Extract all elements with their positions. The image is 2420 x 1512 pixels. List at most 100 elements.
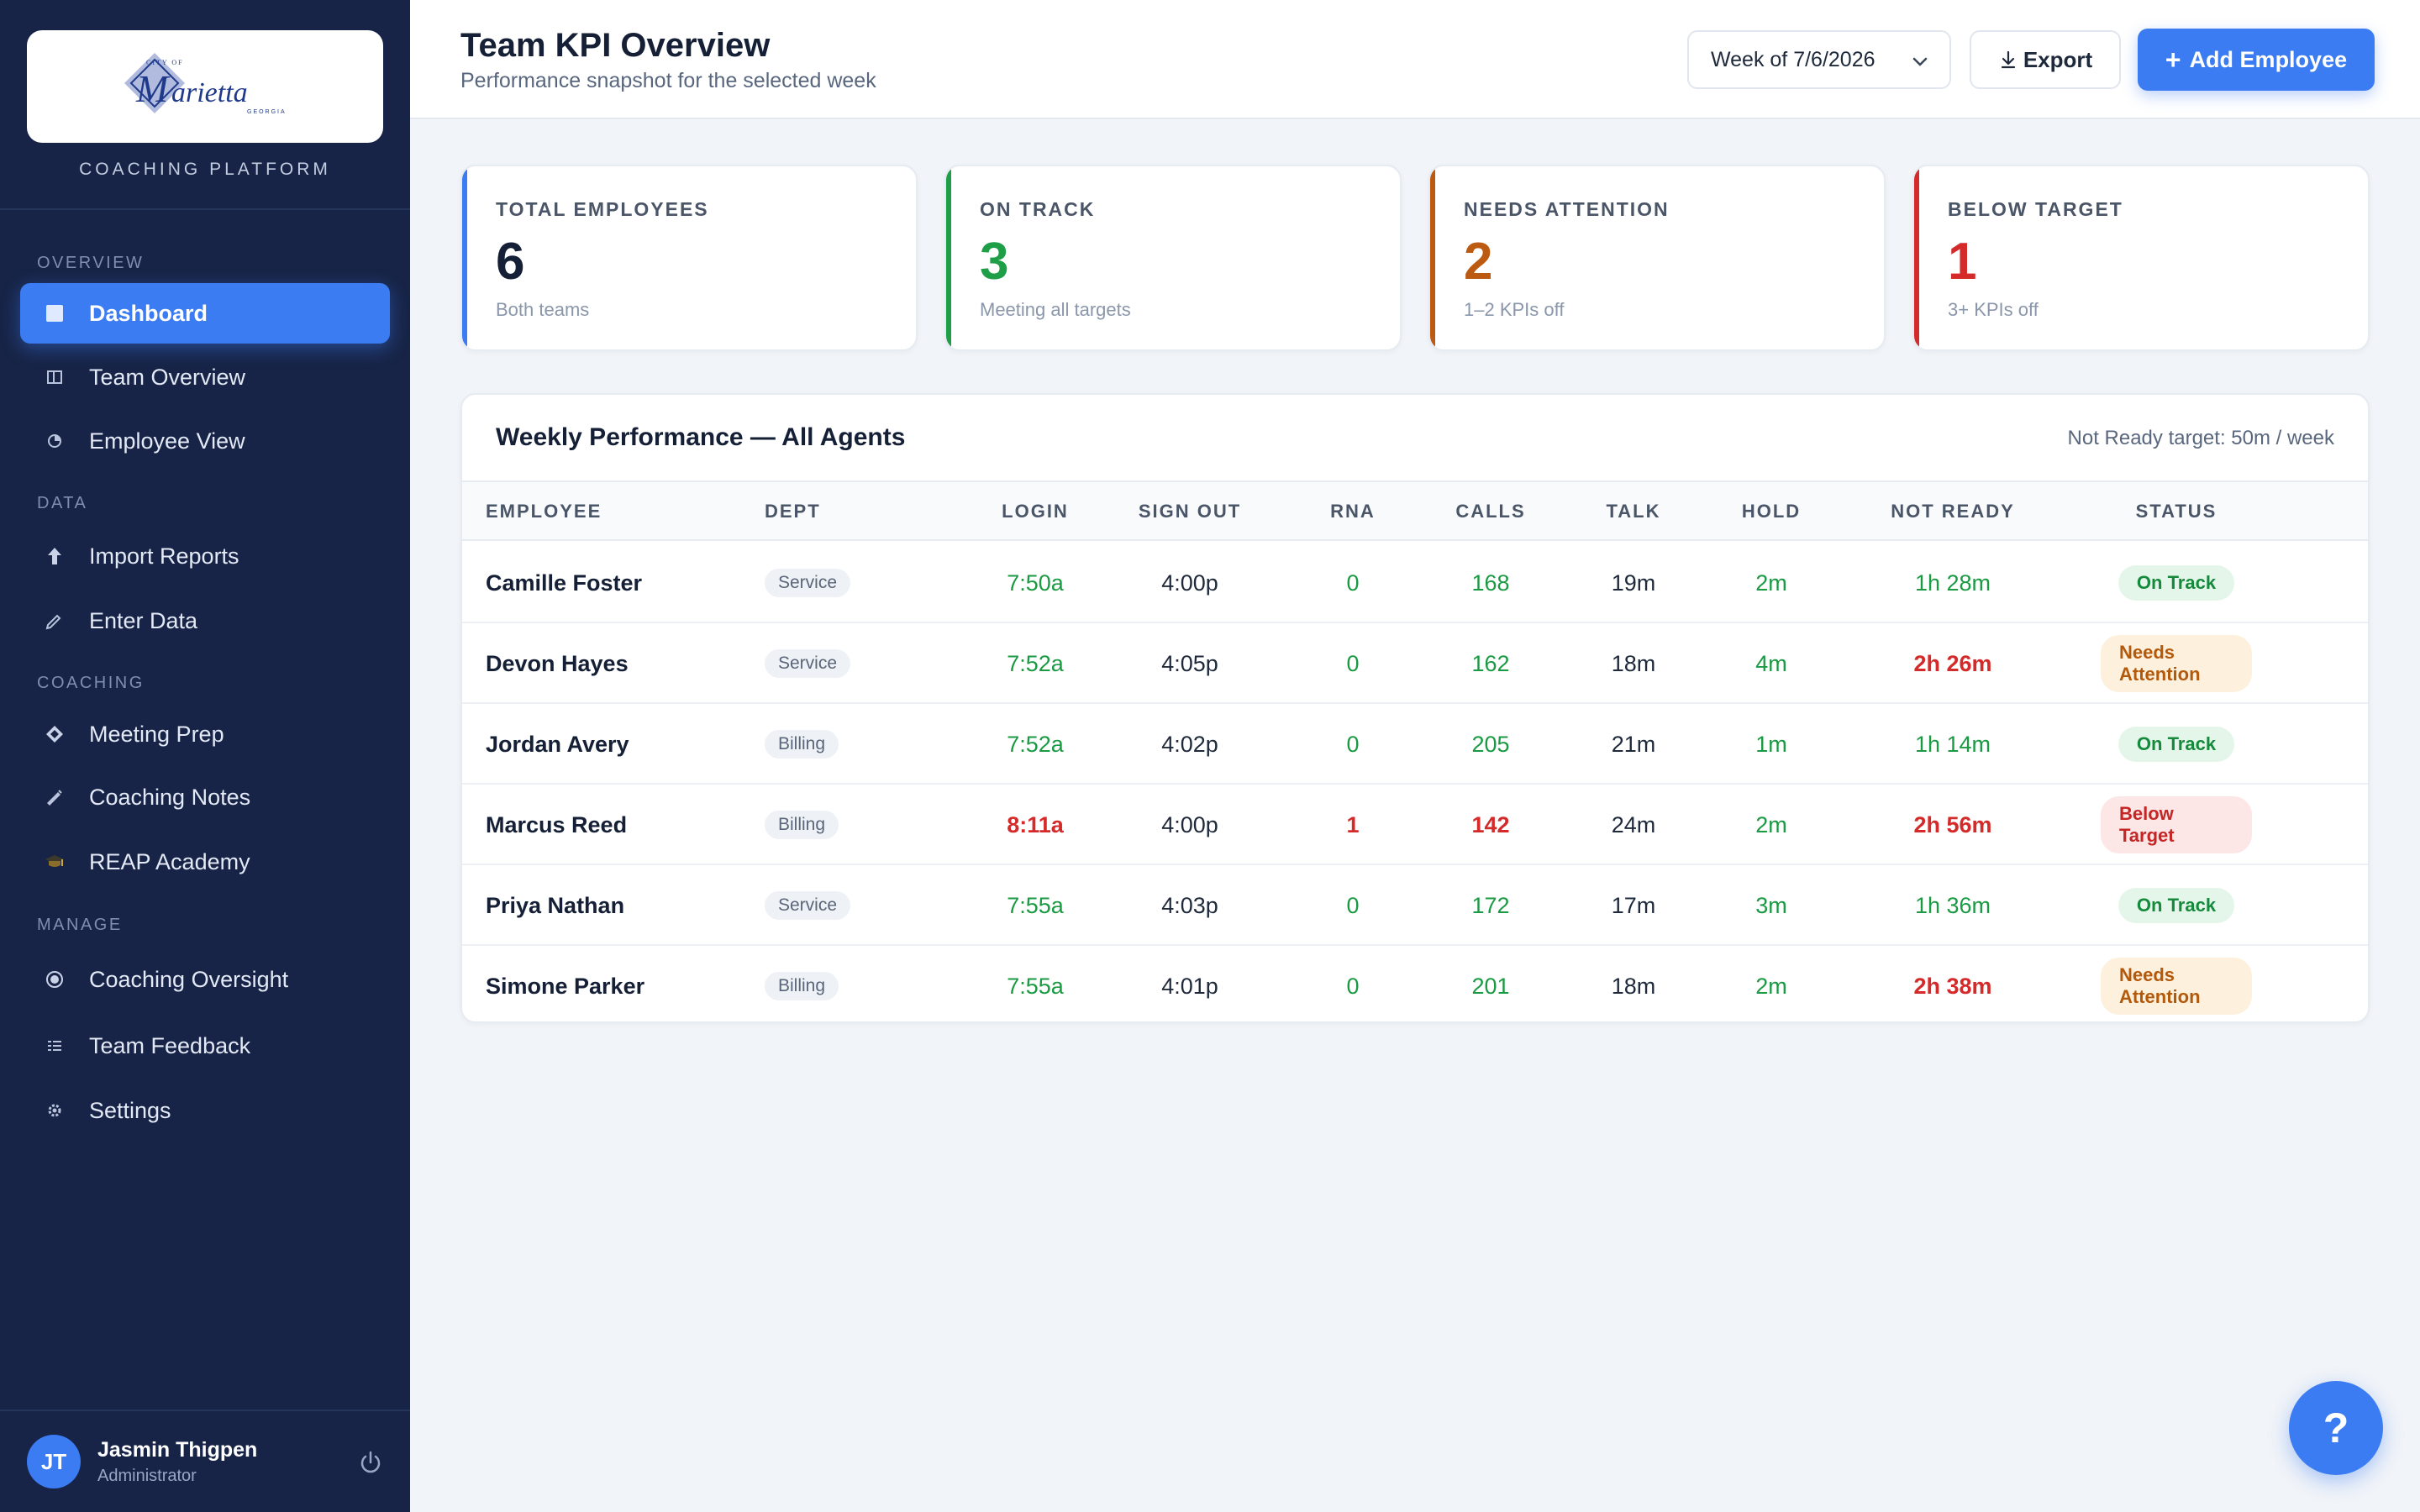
employee-name[interactable]: Camille Foster (486, 570, 643, 596)
svg-text:arietta: arietta (171, 77, 248, 108)
sidebar-item-employee-view[interactable]: Employee View (20, 411, 390, 471)
col-hold[interactable]: HOLD (1741, 501, 1802, 522)
sidebar-item-team-feedback[interactable]: Team Feedback (20, 1016, 390, 1076)
svg-text:M: M (135, 67, 171, 110)
kpi-label: BELOW TARGET (1948, 198, 2123, 220)
sidebar-item-meeting-prep[interactable]: Meeting Prep (20, 704, 390, 764)
status-badge: Needs Attention (2101, 635, 2252, 692)
sign-out-time: 4:05p (1161, 650, 1218, 676)
user-name: Jasmin Thigpen (97, 1438, 258, 1462)
table-note: Not Ready target: 50m / week (2067, 427, 2334, 449)
user-role: Administrator (97, 1467, 197, 1485)
login-time: 7:50a (1007, 570, 1064, 596)
login-time: 7:55a (1007, 973, 1064, 999)
section-label-data: DATA (37, 494, 88, 512)
kpi-value: 2 (1464, 233, 1493, 291)
login-time: 7:52a (1007, 650, 1064, 676)
calls-value: 201 (1471, 973, 1510, 999)
platform-label: COACHING PLATFORM (79, 160, 331, 179)
upload-arrow-icon (44, 545, 66, 567)
dept-badge: Service (765, 569, 851, 597)
kpi-value: 1 (1948, 233, 1977, 291)
not-ready-value: 1h 36m (1914, 892, 1991, 918)
sign-out-time: 4:03p (1161, 892, 1218, 918)
kpi-accent (946, 166, 951, 349)
sidebar-item-label: Dashboard (89, 300, 208, 326)
employee-name[interactable]: Simone Parker (486, 973, 645, 999)
table-row[interactable]: Simone Parker Billing 7:55a 4:01p 0 201 … (462, 946, 2368, 1021)
employee-name[interactable]: Jordan Avery (486, 731, 629, 757)
employee-name[interactable]: Devon Hayes (486, 650, 629, 676)
talk-value: 19m (1611, 570, 1656, 596)
sidebar-item-team-overview[interactable]: Team Overview (20, 347, 390, 407)
pencil-icon (44, 610, 66, 632)
sidebar-item-dashboard[interactable]: Dashboard (20, 283, 390, 344)
city-logo: CITY OF M arietta GEORGIA (27, 30, 383, 143)
rna-value: 0 (1346, 731, 1360, 757)
not-ready-value: 2h 38m (1913, 973, 1992, 999)
kpi-sub: 3+ KPIs off (1948, 299, 2039, 320)
col-dept[interactable]: DEPT (765, 501, 821, 522)
col-employee[interactable]: EMPLOYEE (486, 501, 602, 522)
calls-value: 172 (1471, 892, 1510, 918)
avatar[interactable]: JT (27, 1435, 81, 1488)
columns-icon (44, 366, 66, 388)
login-time: 7:55a (1007, 892, 1064, 918)
sidebar: CITY OF M arietta GEORGIA COACHING PLATF… (0, 0, 410, 1512)
status-badge: On Track (2118, 727, 2235, 762)
col-calls[interactable]: CALLS (1455, 501, 1526, 522)
sidebar-item-reap-academy[interactable]: REAP Academy (20, 832, 390, 892)
week-select[interactable]: Week of 7/6/2026 (1687, 30, 1951, 89)
employee-name[interactable]: Marcus Reed (486, 811, 628, 837)
kpi-accent (1430, 166, 1435, 349)
sidebar-item-enter-data[interactable]: Enter Data (20, 591, 390, 651)
col-status[interactable]: STATUS (2135, 501, 2217, 522)
user-footer: JT Jasmin Thigpen Administrator (0, 1410, 410, 1512)
dept-badge: Service (765, 891, 851, 920)
employee-name[interactable]: Priya Nathan (486, 892, 625, 918)
col-login[interactable]: LOGIN (1002, 501, 1069, 522)
table-row[interactable]: Devon Hayes Service 7:52a 4:05p 0 162 18… (462, 623, 2368, 704)
sidebar-divider (0, 208, 410, 210)
table-row[interactable]: Jordan Avery Billing 7:52a 4:02p 0 205 2… (462, 704, 2368, 785)
status-badge: On Track (2118, 888, 2235, 923)
plus-icon: + (2165, 44, 2181, 75)
col-not-ready[interactable]: NOT READY (1891, 501, 2015, 522)
talk-value: 21m (1611, 731, 1656, 757)
not-ready-value: 2h 56m (1913, 811, 1992, 837)
section-label-manage: MANAGE (37, 916, 123, 934)
power-icon[interactable] (356, 1448, 385, 1477)
add-employee-button[interactable]: + Add Employee (2138, 29, 2375, 91)
not-ready-value: 2h 26m (1913, 650, 1992, 676)
col-talk[interactable]: TALK (1606, 501, 1661, 522)
help-button[interactable]: ? (2289, 1381, 2383, 1475)
kpi-sub: Meeting all targets (980, 299, 1131, 320)
sidebar-item-coaching-oversight[interactable]: Coaching Oversight (20, 949, 390, 1010)
status-badge: Below Target (2101, 796, 2252, 853)
export-label: Export (2023, 46, 2093, 72)
table-row[interactable]: Marcus Reed Billing 8:11a 4:00p 1 142 24… (462, 785, 2368, 865)
rna-value: 0 (1346, 570, 1360, 596)
page-subtitle: Performance snapshot for the selected we… (460, 69, 876, 92)
calls-value: 142 (1471, 811, 1510, 837)
sidebar-item-settings[interactable]: Settings (20, 1080, 390, 1141)
col-sign-out[interactable]: SIGN OUT (1138, 501, 1242, 522)
sidebar-item-coaching-notes[interactable]: Coaching Notes (20, 767, 390, 827)
pie-icon (44, 430, 66, 452)
table-header: EMPLOYEE DEPT LOGIN SIGN OUT RNA CALLS T… (462, 480, 2368, 541)
sidebar-item-label: Import Reports (89, 543, 239, 569)
svg-text:GEORGIA: GEORGIA (247, 109, 287, 115)
sidebar-item-label: Team Feedback (89, 1032, 251, 1058)
table-row[interactable]: Priya Nathan Service 7:55a 4:03p 0 172 1… (462, 865, 2368, 946)
kpi-card-below-target: BELOW TARGET 1 3+ KPIs off (1912, 165, 2370, 351)
table-row[interactable]: Camille Foster Service 7:50a 4:00p 0 168… (462, 543, 2368, 623)
col-rna[interactable]: RNA (1330, 501, 1376, 522)
export-button[interactable]: Export (1970, 30, 2121, 89)
download-icon (2001, 50, 2015, 69)
table-title: Weekly Performance — All Agents (496, 423, 906, 451)
talk-value: 18m (1611, 650, 1656, 676)
sign-out-time: 4:00p (1161, 570, 1218, 596)
add-employee-label: Add Employee (2189, 46, 2348, 72)
dept-badge: Billing (765, 811, 839, 839)
sidebar-item-import-reports[interactable]: Import Reports (20, 526, 390, 586)
